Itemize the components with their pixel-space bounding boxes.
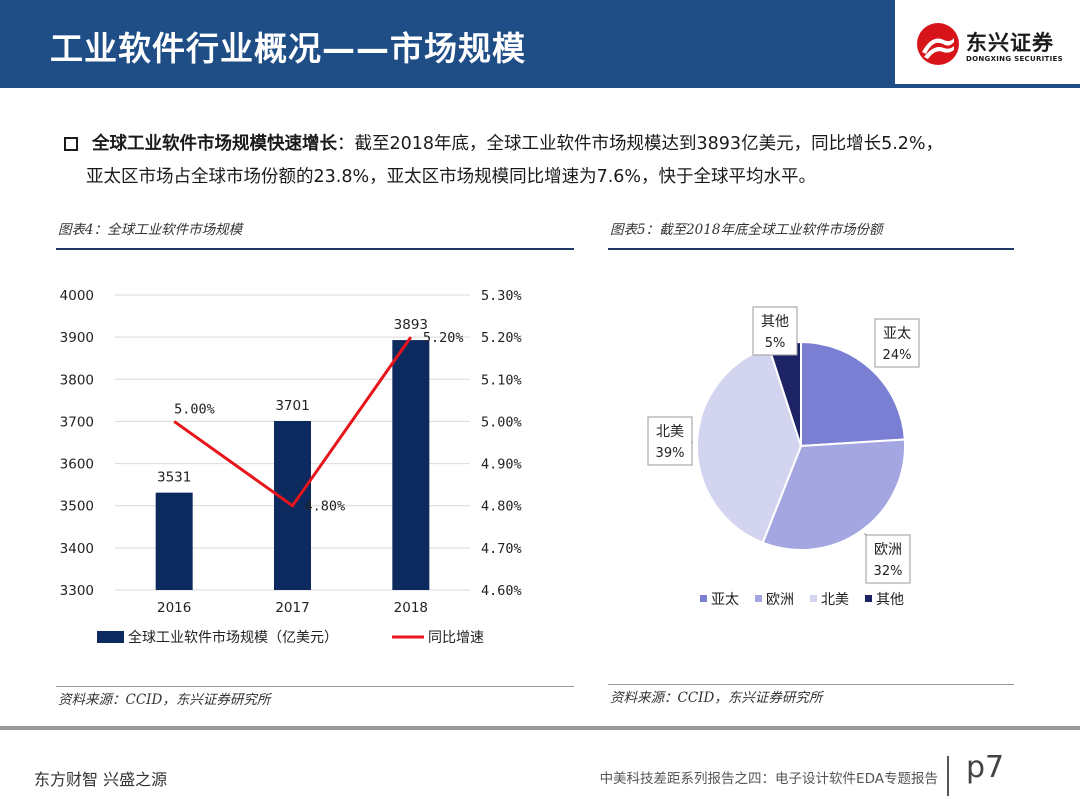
pie-slice-欧洲: [761, 438, 906, 551]
pie-label-name: 欧洲: [874, 542, 902, 558]
y2-tick-label: 4.90%: [481, 457, 522, 473]
pie-label-box: [647, 416, 693, 466]
logo-name-cn: 东兴证券: [966, 31, 1054, 55]
pie-legend-swatch: [810, 595, 817, 602]
pie-label-box: [874, 318, 920, 368]
figure5-top-rule: [608, 248, 1014, 250]
y-tick-label: 3500: [60, 499, 94, 515]
pie-label-value: 39%: [656, 446, 685, 461]
x-tick-label: 2016: [157, 600, 191, 616]
bar-2018: [392, 340, 430, 590]
pie-label-value: 24%: [883, 348, 912, 363]
pie-label-name: 亚太: [883, 326, 911, 342]
y-tick-label: 3300: [60, 583, 94, 599]
figure4-top-rule: [56, 248, 574, 250]
pie-slice-北美: [696, 345, 803, 544]
logo-name-en: DONGXING SECURITIES: [966, 55, 1063, 63]
pie-legend-label: 欧洲: [766, 592, 794, 608]
summary-heading: 全球工业软件市场规模快速增长: [92, 134, 337, 154]
bar-value-label: 3893: [394, 317, 428, 333]
summary-line-2: 亚太区市场占全球市场份额的23.8%，亚太区市场规模同比增速为7.6%，快于全球…: [86, 167, 817, 187]
figure5-bottom-rule: [608, 684, 1014, 685]
bar-value-label: 3531: [157, 470, 191, 486]
pie-label-value: 5%: [765, 336, 786, 351]
figure4-caption: 图表4：全球工业软件市场规模: [58, 222, 243, 238]
line-value-label: 5.20%: [423, 330, 464, 346]
legend-bar-swatch: [97, 631, 124, 643]
footer-rule: [0, 726, 1080, 730]
pie-legend-swatch: [865, 595, 872, 602]
line-value-label: 4.80%: [305, 499, 346, 515]
header: 工业软件行业概况——市场规模: [0, 0, 1080, 84]
figure5-caption: 图表5：截至2018年底全球工业软件市场份额: [610, 222, 883, 238]
pie-label-box: [865, 534, 911, 584]
pie-legend-label: 北美: [821, 592, 849, 608]
pie-legend-label: 亚太: [711, 592, 739, 608]
summary-line-1: 全球工业软件市场规模快速增长：截至2018年底，全球工业软件市场规模达到3893…: [92, 128, 943, 161]
y2-tick-label: 5.10%: [481, 372, 522, 388]
summary-line-1-text: ：截至2018年底，全球工业软件市场规模达到3893亿美元，同比增长5.2%，: [337, 134, 944, 154]
y2-tick-label: 4.60%: [481, 583, 522, 599]
y-tick-label: 3400: [60, 541, 94, 557]
figure4-bottom-rule: [56, 686, 574, 687]
pie-slice-亚太: [800, 340, 906, 448]
x-tick-label: 2018: [394, 600, 428, 616]
page-number: p7: [966, 750, 1005, 785]
pie-legend-swatch: [755, 595, 762, 602]
page-title: 工业软件行业概况——市场规模: [50, 29, 526, 68]
y2-tick-label: 4.70%: [481, 541, 522, 557]
bar-2016: [155, 492, 193, 590]
bullet-square-icon: [64, 137, 78, 151]
growth-line: [173, 336, 413, 508]
figure4-source: 资料来源：CCID，东兴证券研究所: [58, 692, 271, 708]
line-value-label: 5.00%: [174, 401, 215, 417]
footer-separator: [947, 756, 949, 796]
header-rule: [0, 84, 1080, 88]
y2-tick-label: 4.80%: [481, 499, 522, 515]
footer-slogan: 东方财智 兴盛之源: [34, 770, 168, 789]
y2-tick-label: 5.20%: [481, 330, 522, 346]
y-tick-label: 3900: [60, 330, 94, 346]
y2-tick-label: 5.30%: [481, 288, 522, 304]
bar-value-label: 3701: [275, 398, 309, 414]
y-tick-label: 3700: [60, 414, 94, 430]
header-band: [0, 0, 895, 84]
dongxing-logo-icon: [917, 23, 959, 65]
footer-report-title: 中美科技差距系列报告之四：电子设计软件EDA专题报告: [599, 771, 938, 787]
y2-tick-label: 5.00%: [481, 414, 522, 430]
pie-label-name: 其他: [761, 314, 789, 330]
pie-legend-swatch: [700, 595, 707, 602]
y-tick-label: 3800: [60, 372, 94, 388]
figure5-source: 资料来源：CCID，东兴证券研究所: [610, 690, 823, 706]
y-tick-label: 4000: [60, 288, 94, 304]
pie-legend-label: 其他: [876, 592, 904, 608]
y-tick-label: 3600: [60, 457, 94, 473]
pie-label-value: 32%: [874, 564, 903, 579]
pie-label-name: 北美: [656, 424, 684, 440]
x-tick-label: 2017: [275, 600, 309, 616]
pie-label-box: [752, 306, 798, 356]
legend-line-label: 同比增速: [428, 630, 484, 646]
legend-bar-label: 全球工业软件市场规模（亿美元）: [128, 629, 338, 646]
